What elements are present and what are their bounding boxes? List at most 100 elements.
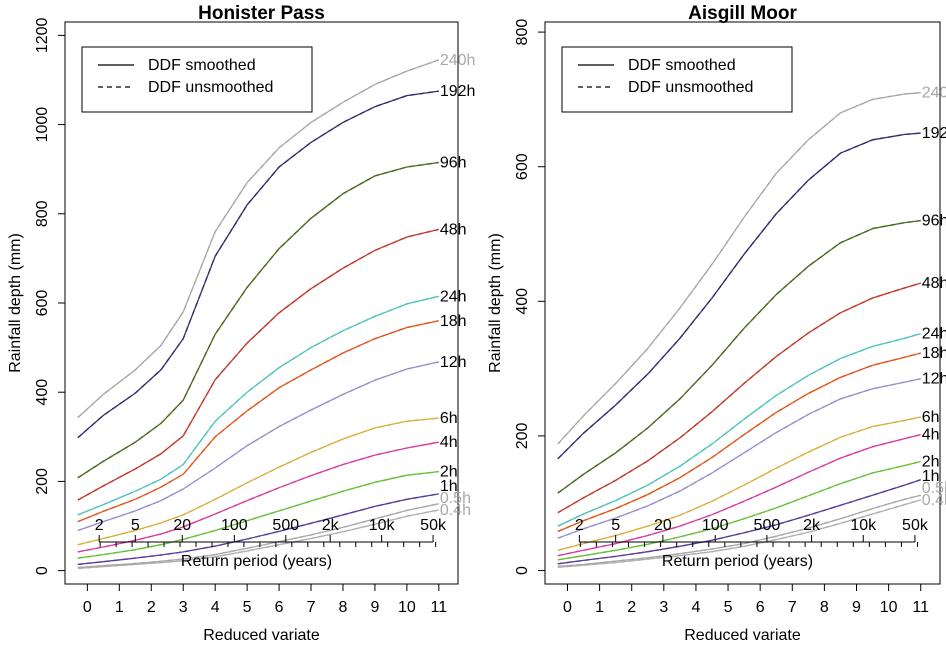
return-period-tick-label: 5 (131, 517, 140, 534)
series-smoothed-4h (77, 441, 439, 553)
series-smoothed-48h (77, 228, 439, 501)
series-smoothed-4h (557, 433, 921, 557)
return-period-tick-label: 10k (369, 517, 396, 534)
y-axis-label: Rainfall depth (mm) (7, 233, 24, 373)
series-label-192h: 192h (922, 125, 946, 142)
series-label-0.4h: 0.4h (440, 502, 471, 519)
x-tick-label: 8 (820, 599, 829, 616)
x-tick-label: 3 (659, 599, 668, 616)
return-period-axis: 2 5 20 100 500 2k 10k 50k Return period (years) (95, 517, 447, 570)
x-tick-label: 5 (724, 599, 733, 616)
y-tick-label: 200 (34, 468, 51, 495)
series-smoothed-0.5h (77, 503, 439, 569)
return-period-tick-label: 2 (575, 517, 584, 534)
series-label-48h: 48h (440, 221, 467, 238)
y-axis-label: Rainfall depth (mm) (487, 233, 504, 373)
series-label-240h: 240h (922, 85, 946, 102)
x-tick-label: 9 (370, 599, 379, 616)
chart-title: Aisgill Moor (688, 3, 797, 24)
series-label-12h: 12h (440, 354, 467, 371)
series-smoothed-18h (77, 320, 439, 523)
x-axis-label: Reduced variate (203, 627, 320, 644)
x-tick-label: 9 (852, 599, 861, 616)
series-unsmoothed-12h (557, 378, 921, 539)
y-tick-label: 400 (514, 288, 531, 315)
legend-box (561, 46, 793, 113)
series-unsmoothed-240h (77, 59, 440, 419)
x-tick-label: 11 (912, 599, 929, 616)
series-smoothed-2h (557, 460, 921, 561)
x-tick-label: 6 (275, 599, 284, 616)
legend-label: DDF unsmoothed (628, 79, 753, 96)
series-smoothed-192h (77, 90, 439, 439)
x-tick-label: 1 (595, 599, 604, 616)
x-tick-label: 2 (147, 599, 156, 616)
x-tick-label: 4 (211, 599, 220, 616)
legend: DDF smoothed DDF unsmoothed (81, 46, 313, 113)
series-label-96h: 96h (440, 155, 467, 172)
series-label-48h: 48h (922, 275, 946, 292)
y-tick-label: 200 (514, 422, 531, 449)
x-tick-label: 4 (691, 599, 700, 616)
series-label-96h: 96h (922, 213, 946, 230)
return-period-tick-label: 100 (221, 517, 248, 534)
x-axis: 0 1 2 3 4 5 6 7 8 9 10 11 Reduced variate (83, 583, 448, 644)
series-unsmoothed-96h (77, 161, 439, 479)
series-smoothed-24h (77, 295, 439, 516)
x-tick-label: 6 (756, 599, 765, 616)
return-period-tick-label: 2 (95, 517, 104, 534)
legend-box (81, 46, 313, 113)
return-period-tick-label: 50k (420, 517, 447, 534)
x-tick-label: 11 (431, 599, 448, 616)
y-tick-label: 800 (514, 19, 531, 46)
series-smoothed-24h (557, 332, 921, 527)
series-unsmoothed-192h (77, 90, 439, 439)
series-label-24h: 24h (440, 288, 467, 305)
legend-label: DDF unsmoothed (148, 79, 273, 96)
series-unsmoothed-4h (77, 441, 439, 553)
series-label-18h: 18h (922, 345, 946, 362)
legend: DDF smoothed DDF unsmoothed (561, 46, 793, 113)
series-smoothed-0.5h (557, 494, 921, 568)
series-smoothed-96h (77, 161, 439, 479)
series-smoothed-12h (557, 378, 921, 539)
series-unsmoothed-48h (557, 282, 921, 514)
series-smoothed-240h (77, 59, 440, 419)
series-lines (77, 59, 440, 570)
y-tick-label: 600 (514, 153, 531, 180)
series-unsmoothed-48h (77, 228, 439, 501)
x-tick-label: 0 (83, 599, 92, 616)
y-tick-label: 800 (34, 200, 51, 227)
series-unsmoothed-24h (77, 295, 439, 516)
series-label-0.4h: 0.4h (922, 492, 946, 509)
return-period-axis-label: Return period (years) (181, 553, 332, 570)
x-tick-label: 8 (339, 599, 348, 616)
series-label-2h: 2h (440, 464, 458, 481)
x-tick-label: 7 (788, 599, 797, 616)
x-tick-label: 1 (115, 599, 124, 616)
series-label-6h: 6h (922, 409, 940, 426)
y-tick-label: 0 (34, 566, 51, 575)
return-period-tick-label: 2k (803, 517, 821, 534)
return-period-tick-label: 10k (850, 517, 877, 534)
series-smoothed-0.4h (557, 499, 921, 568)
x-tick-label: 3 (179, 599, 188, 616)
legend-label: DDF smoothed (628, 57, 736, 74)
series-unsmoothed-18h (77, 320, 439, 523)
series-label-1h: 1h (922, 468, 940, 485)
series-unsmoothed-4h (557, 433, 921, 557)
return-period-tick-label: 500 (754, 517, 781, 534)
series-label-0.5h: 0.5h (922, 480, 946, 497)
series-smoothed-1h (77, 493, 439, 566)
series-label-0.5h: 0.5h (440, 490, 471, 507)
x-tick-label: 0 (563, 599, 572, 616)
return-period-tick-label: 20 (654, 517, 672, 534)
return-period-tick-label: 50k (902, 517, 929, 534)
x-tick-label: 5 (243, 599, 252, 616)
series-smoothed-96h (557, 219, 921, 494)
series-smoothed-240h (557, 92, 921, 445)
series-label-12h: 12h (922, 371, 946, 388)
